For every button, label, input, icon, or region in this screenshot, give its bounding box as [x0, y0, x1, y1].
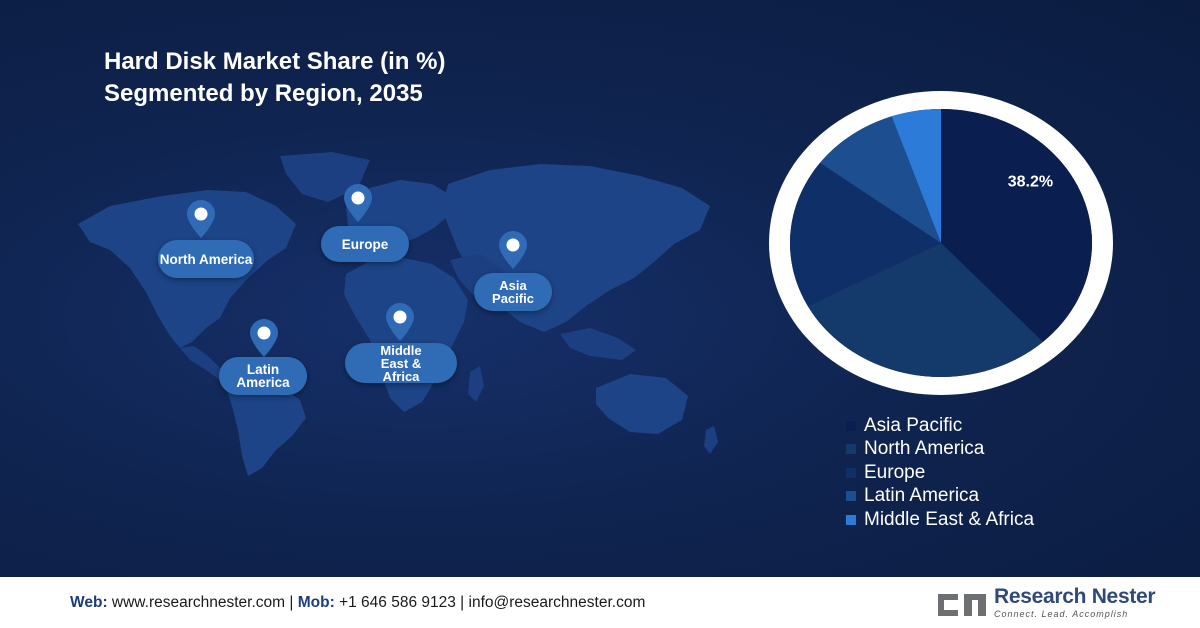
- world-map: [78, 152, 718, 476]
- separator: |: [289, 594, 294, 611]
- research-nester-logo-icon: [938, 594, 986, 616]
- legend-label: Middle East & Africa: [864, 508, 1035, 530]
- logo-name: Research Nester: [994, 585, 1156, 608]
- asia-pacific-pin-icon: [499, 231, 527, 269]
- legend-label: Latin America: [864, 485, 980, 507]
- pie-slice-middle-east-africa: [891, 109, 941, 243]
- web-label: Web:: [70, 594, 108, 611]
- map-south-america: [226, 372, 306, 476]
- legend-label: Europe: [864, 461, 926, 483]
- pie-value-label: 38.2%: [1008, 173, 1053, 190]
- map-central-america: [180, 346, 230, 380]
- north-america-pin-icon: [187, 200, 215, 238]
- legend-label: Asia Pacific: [864, 414, 963, 436]
- legend-swatch: [846, 444, 856, 455]
- pie-slice-europe: [790, 162, 941, 307]
- mob-label: Mob:: [297, 594, 335, 611]
- legend-label: North America: [864, 438, 985, 460]
- legend-item: Asia Pacific: [846, 414, 1034, 438]
- europe-label: Europe: [321, 226, 409, 262]
- mea-pin-icon: [386, 303, 414, 341]
- pie-slices: [790, 109, 1092, 377]
- web-link[interactable]: www.researchnester.com: [111, 594, 286, 611]
- latin-america-pin-icon: [250, 319, 278, 357]
- title-line-2: Segmented by Region, 2035: [104, 80, 423, 107]
- separator: |: [460, 594, 465, 611]
- map-southeast-asia: [560, 328, 636, 360]
- latin-america-label: Latin America: [219, 357, 307, 395]
- page-title: Hard Disk Market Share (in %) Segmented …: [104, 46, 445, 110]
- europe-pin-icon: [344, 184, 372, 222]
- footer-contact: Web: www.researchnester.com | Mob: +1 64…: [70, 594, 645, 612]
- legend-swatch: [846, 514, 856, 525]
- logo-tagline: Connect. Lead. Accomplish: [994, 609, 1129, 619]
- legend-item: Middle East & Africa: [846, 508, 1034, 532]
- mea-label: Middle East & Africa: [345, 343, 457, 383]
- north-america-label: North America: [158, 240, 254, 278]
- footer: Web: www.researchnester.com | Mob: +1 64…: [0, 577, 1200, 628]
- pie-chart: 38.2%: [769, 91, 1113, 395]
- pie-labels: 38.2%: [1008, 173, 1053, 190]
- asia-pacific-label: Asia Pacific: [474, 273, 552, 311]
- legend-item: North America: [846, 438, 1034, 462]
- pie-slice-north-america: [807, 243, 1043, 377]
- pie-slice-latin-america: [819, 116, 941, 243]
- legend-item: Europe: [846, 461, 1034, 485]
- email-link[interactable]: info@researchnester.com: [468, 594, 646, 611]
- map-new-zealand: [704, 426, 718, 454]
- map-australia: [596, 374, 688, 434]
- mob-value: +1 646 586 9123: [339, 594, 456, 611]
- legend-swatch: [846, 491, 856, 502]
- legend-swatch: [846, 467, 856, 478]
- map-madagascar: [468, 366, 484, 402]
- infographic-panel: Hard Disk Market Share (in %) Segmented …: [0, 0, 1200, 577]
- legend-swatch: [846, 420, 856, 431]
- legend-item: Latin America: [846, 485, 1034, 509]
- brand-logo: Research Nester Connect. Lead. Accomplis…: [934, 585, 1156, 622]
- pie-slice-asia-pacific: [941, 109, 1092, 342]
- title-line-1: Hard Disk Market Share (in %): [104, 48, 446, 75]
- chart-legend: Asia Pacific North America Europe Latin Ame…: [846, 414, 1034, 532]
